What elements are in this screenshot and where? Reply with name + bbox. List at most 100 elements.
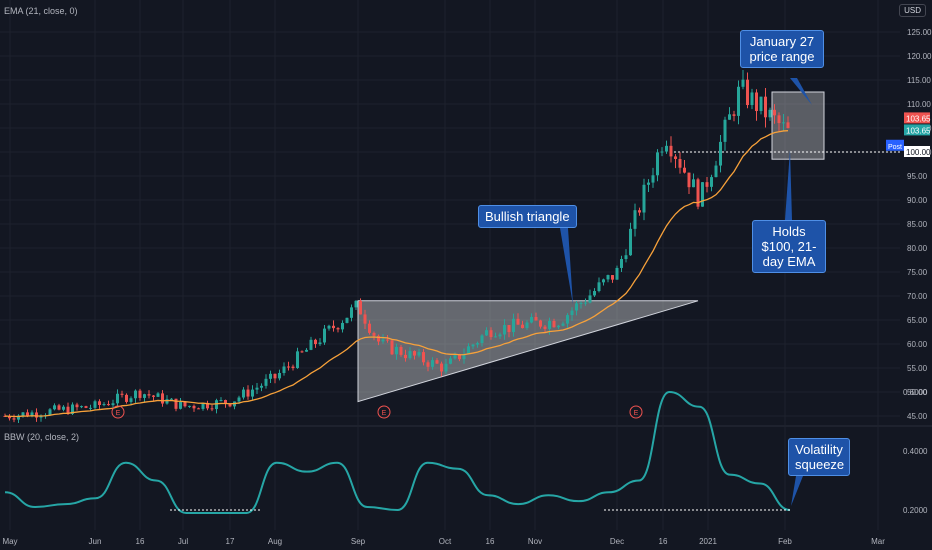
candle-body — [480, 335, 484, 344]
candle-body — [512, 318, 515, 333]
candle-body — [426, 362, 430, 367]
candle-body — [336, 328, 340, 330]
candle-body — [611, 275, 614, 280]
candle-body — [669, 145, 673, 157]
price-tick-label: 120.00 — [907, 52, 932, 61]
candle-body — [314, 339, 317, 345]
candle-body — [345, 317, 349, 323]
candle-body — [206, 402, 209, 409]
candle-body — [287, 366, 290, 368]
candle-body — [683, 167, 686, 173]
candle-body — [255, 387, 259, 390]
price-tick-label: 125.00 — [907, 28, 932, 37]
candle-body — [377, 335, 380, 342]
candle-body — [633, 210, 637, 229]
post-tag-label: Post — [888, 144, 902, 151]
candle-body — [143, 394, 146, 398]
candle-body — [98, 401, 101, 406]
price-tick-label: 60.00 — [907, 340, 928, 349]
candle-body — [453, 354, 457, 359]
candle-body — [449, 358, 452, 364]
candle-body — [741, 79, 745, 87]
earnings-marker-label: E — [116, 410, 121, 417]
candle-body — [323, 328, 326, 343]
candle-body — [444, 363, 448, 372]
price-tick-label: 80.00 — [907, 244, 928, 253]
level-tag-label: 100.00 — [906, 148, 931, 157]
candle-body — [219, 400, 223, 402]
candle-body — [516, 318, 520, 325]
candle-body — [507, 325, 511, 333]
candle-body — [57, 405, 61, 410]
candle-body — [714, 165, 718, 178]
currency-badge[interactable]: USD — [899, 4, 926, 17]
candle-body — [665, 145, 668, 152]
candle-body — [228, 403, 232, 407]
date-tick-label: Mar — [871, 537, 885, 546]
candle-body — [561, 323, 565, 326]
candle-body — [363, 314, 367, 324]
candle-body — [188, 405, 191, 407]
date-tick-label: Jun — [89, 537, 102, 546]
candle-body — [39, 416, 43, 418]
candle-body — [8, 416, 11, 419]
candle-body — [62, 406, 65, 410]
candle-body — [395, 346, 398, 355]
candle-body — [269, 373, 272, 379]
candle-body — [174, 398, 178, 409]
candle-body — [48, 409, 52, 416]
candle-body — [165, 399, 169, 404]
candle-body — [260, 385, 263, 388]
candle-body — [728, 114, 731, 120]
candle-body — [773, 109, 776, 116]
candle-body — [408, 351, 412, 359]
candle-body — [93, 401, 97, 408]
candle-body — [26, 412, 29, 417]
price-tick-label: 95.00 — [907, 172, 928, 181]
candle-body — [368, 323, 371, 333]
candle-body — [84, 406, 88, 408]
price-tick-label: 110.00 — [907, 100, 931, 109]
candle-body — [489, 330, 493, 338]
candle-body — [111, 403, 115, 406]
candle-body — [539, 320, 542, 327]
bbw-tick-label: 0.2000 — [903, 506, 928, 515]
squeeze-callout: Volatility squeeze — [788, 438, 850, 476]
candle-body — [282, 366, 286, 373]
candle-body — [170, 398, 173, 400]
candle-body — [525, 322, 529, 329]
candle-body — [138, 390, 142, 398]
candle-body — [215, 400, 218, 410]
candle-body — [413, 351, 416, 356]
candle-body — [575, 303, 578, 311]
candle-body — [296, 351, 299, 369]
candle-body — [102, 404, 106, 406]
candle-body — [264, 378, 268, 386]
candle-body — [521, 324, 524, 329]
candle-body — [417, 352, 421, 356]
date-tick-label: Jul — [178, 537, 188, 546]
candle-body — [786, 122, 790, 129]
candle-body — [485, 330, 488, 336]
bbw-line — [4, 390, 791, 514]
candle-body — [746, 79, 749, 106]
candle-body — [476, 343, 479, 345]
candle-body — [327, 325, 331, 329]
candle-body — [80, 406, 83, 408]
date-tick-label: Aug — [268, 537, 282, 546]
price-tick-label: 90.00 — [907, 196, 928, 205]
range-callout-pointer — [790, 78, 812, 105]
candle-body — [656, 152, 659, 176]
price-range-box — [771, 91, 825, 160]
candle-body — [273, 373, 277, 379]
candle-body — [503, 325, 506, 335]
candle-body — [548, 320, 551, 329]
candle-body — [75, 404, 79, 408]
candle-body — [183, 401, 187, 407]
candle-body — [435, 360, 439, 364]
date-tick-label: Nov — [528, 537, 542, 546]
date-tick-label: Sep — [351, 537, 366, 546]
candle-body — [237, 397, 241, 402]
candle-body — [723, 119, 727, 142]
candle-body — [606, 275, 610, 280]
